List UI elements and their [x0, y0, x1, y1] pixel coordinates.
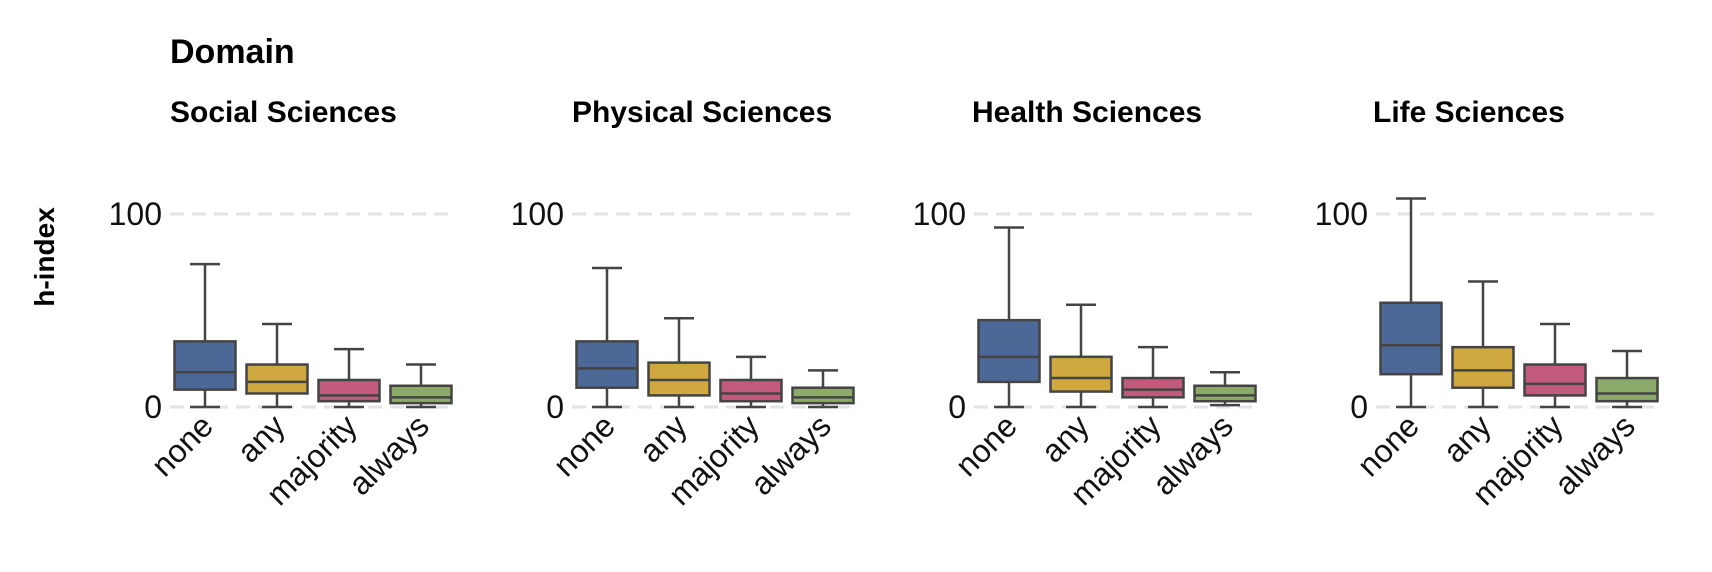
box-none	[977, 226, 1041, 409]
y-tick-label: 0	[948, 389, 966, 425]
x-tick-label: always	[1547, 407, 1642, 502]
x-tick-label: any	[632, 407, 694, 469]
box-any	[647, 316, 711, 409]
x-tick-label: always	[341, 407, 436, 502]
panel-title: Health Sciences	[972, 96, 1202, 129]
box-none	[173, 262, 237, 409]
box-iqr	[389, 384, 453, 405]
box-iqr	[173, 340, 237, 391]
panel-title: Life Sciences	[1373, 96, 1565, 129]
chart-title: Domain	[170, 33, 295, 71]
panel-title: Social Sciences	[170, 96, 397, 129]
box-iqr	[1523, 363, 1587, 397]
box-none	[1379, 197, 1443, 409]
box-any	[245, 322, 309, 409]
box-iqr	[1379, 301, 1443, 376]
box-iqr	[1049, 355, 1113, 393]
box-iqr	[317, 378, 381, 403]
x-tick-label: any	[1034, 407, 1096, 469]
box-iqr	[575, 340, 639, 389]
box-any	[1451, 280, 1515, 409]
box-majority	[1523, 322, 1587, 409]
box-iqr	[791, 386, 855, 405]
box-iqr	[1595, 376, 1659, 403]
y-tick-label: 0	[1350, 389, 1368, 425]
box-iqr	[719, 378, 783, 403]
y-tick-label: 100	[1315, 196, 1368, 232]
box-always	[791, 369, 855, 409]
box-any	[1049, 303, 1113, 409]
box-iqr	[1451, 345, 1515, 389]
box-majority	[1121, 345, 1185, 409]
x-tick-label: always	[743, 407, 838, 502]
x-tick-label: any	[1436, 407, 1498, 469]
box-iqr	[1193, 384, 1257, 403]
y-axis-label: h-index	[29, 207, 60, 307]
y-tick-label: 100	[913, 196, 966, 232]
box-iqr	[977, 318, 1041, 384]
box-none	[575, 266, 639, 409]
box-iqr	[245, 363, 309, 395]
x-tick-label: always	[1145, 407, 1240, 502]
box-majority	[719, 355, 783, 409]
y-tick-label: 100	[511, 196, 564, 232]
box-majority	[317, 347, 381, 409]
x-tick-label: any	[230, 407, 292, 469]
box-always	[1193, 371, 1257, 407]
panel-title: Physical Sciences	[572, 96, 832, 129]
box-always	[389, 363, 453, 409]
box-always	[1595, 349, 1659, 409]
y-tick-label: 100	[109, 196, 162, 232]
y-tick-label: 0	[144, 389, 162, 425]
box-iqr	[1121, 376, 1185, 399]
y-tick-label: 0	[546, 389, 564, 425]
